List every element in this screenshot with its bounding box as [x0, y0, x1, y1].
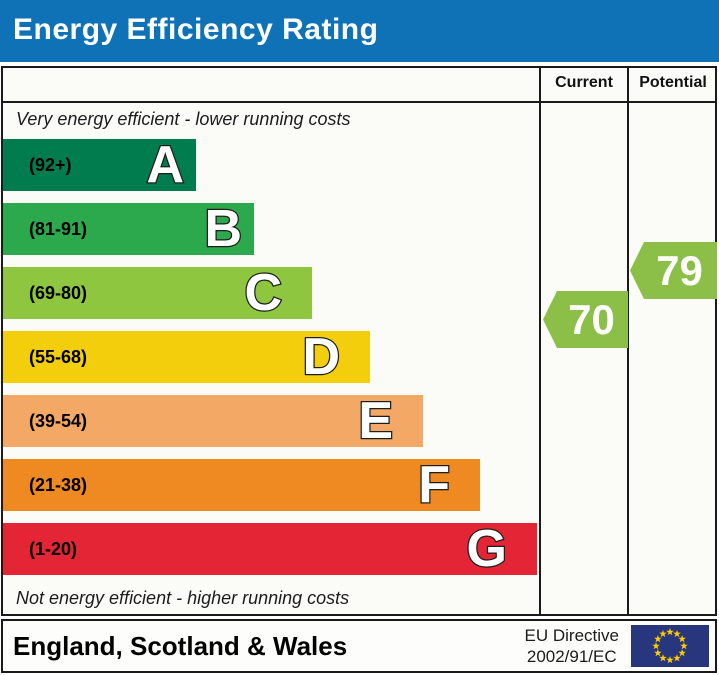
header-separator: [1, 101, 717, 103]
band-row-c: (69-80) C: [3, 264, 312, 322]
band-row-b: (81-91) B: [3, 200, 254, 258]
potential-rating-marker: 79: [630, 242, 717, 299]
band-range-label: (81-91): [29, 218, 88, 239]
title-bar: Energy Efficiency Rating: [0, 0, 719, 62]
eu-directive-label: EU Directive 2002/91/EC: [525, 625, 619, 667]
eu-flag-icon: [631, 625, 709, 667]
region-label: England, Scotland & Wales: [13, 631, 348, 661]
band-range-label: (1-20): [29, 538, 78, 559]
band-letter: D: [301, 328, 341, 386]
column-divider: [539, 66, 541, 616]
band-letter: G: [465, 520, 508, 578]
eu-directive-line2: 2002/91/EC: [526, 647, 617, 666]
band-range-label: (69-80): [29, 282, 88, 303]
band-letter: F: [417, 456, 451, 514]
band-row-g: (1-20) G: [3, 520, 537, 578]
top-note: Very energy efficient - lower running co…: [16, 109, 351, 129]
band-range-label: (55-68): [29, 346, 88, 367]
potential-rating-value: 79: [656, 246, 703, 294]
page-title: Energy Efficiency Rating: [13, 13, 379, 46]
band-row-a: (92+) A: [3, 136, 196, 194]
bottom-note: Not energy efficient - higher running co…: [16, 588, 350, 608]
eu-directive-line1: EU Directive: [524, 626, 619, 645]
column-divider: [627, 66, 629, 616]
band-range-label: (21-38): [29, 474, 88, 495]
band-letter: A: [145, 136, 185, 194]
band-row-d: (55-68) D: [3, 328, 370, 386]
band-range-label: (92+): [29, 154, 72, 175]
footer: England, Scotland & Wales EU Directive 2…: [1, 619, 717, 673]
band-letter: C: [243, 264, 283, 322]
band-letter: E: [357, 392, 394, 450]
band-row-e: (39-54) E: [3, 392, 423, 450]
band-range-label: (39-54): [29, 410, 88, 431]
column-header-current: Current: [555, 74, 613, 91]
current-rating-marker: 70: [543, 291, 628, 348]
column-header-potential: Potential: [639, 74, 707, 91]
current-rating-value: 70: [568, 295, 615, 343]
band-letter: B: [203, 200, 243, 258]
band-row-f: (21-38) F: [3, 456, 480, 514]
